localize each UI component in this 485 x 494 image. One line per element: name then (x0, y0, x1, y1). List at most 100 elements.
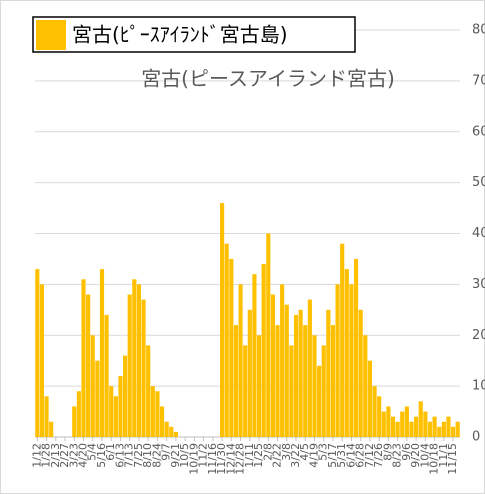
y-tick-label: 40 (472, 226, 485, 241)
bar (229, 258, 234, 437)
x-tick-label: 10/19 (187, 443, 200, 475)
bar (326, 309, 331, 437)
x-tick-label: 5/31 (335, 443, 348, 468)
x-tick-label: 8/24 (150, 443, 163, 468)
bar (164, 421, 169, 437)
bar (381, 411, 386, 437)
bar (293, 314, 299, 437)
x-tick-label: 8/9 (381, 443, 394, 461)
bar (450, 426, 456, 437)
x-tick-label: 1/25 (252, 443, 265, 468)
x-tick-label: 7/12 (363, 443, 376, 468)
bar (127, 294, 132, 437)
x-tick-label: 2/22 (271, 443, 284, 468)
bar (363, 335, 368, 437)
x-tick-label: 2/27 (58, 443, 71, 468)
bar (238, 284, 243, 437)
bar (404, 406, 409, 437)
bar (104, 314, 109, 437)
bar (395, 421, 400, 437)
bar (317, 365, 322, 437)
bar (377, 396, 382, 437)
bar (303, 325, 308, 437)
bar (159, 406, 165, 437)
x-tick-label: 1/12 (30, 443, 43, 468)
bar (150, 386, 155, 437)
bar (252, 274, 257, 437)
bar (390, 416, 396, 437)
bar (49, 421, 54, 437)
bar (76, 391, 81, 437)
bar (321, 345, 326, 437)
bar (432, 416, 437, 437)
bar (123, 355, 128, 437)
x-tick-label: 7/13 (123, 443, 136, 468)
bar (344, 269, 349, 437)
bar (335, 284, 340, 437)
x-tick-label: 11/16 (206, 443, 219, 475)
bar (298, 309, 303, 437)
bar (455, 421, 460, 437)
bar (72, 406, 77, 437)
x-tick-label: 6/1 (104, 443, 117, 461)
bar (275, 325, 280, 437)
bar (353, 258, 359, 437)
bar (261, 264, 266, 437)
bar (90, 335, 95, 437)
x-tick-label: 8/10 (141, 443, 154, 468)
x-tick-label: 7/25 (132, 443, 145, 468)
x-tick-label: 3/22 (289, 443, 302, 468)
y-tick-label: 60 (472, 124, 485, 139)
y-tick-label: 50 (472, 175, 485, 190)
bar (330, 325, 336, 437)
bar (99, 269, 105, 437)
bar (441, 421, 446, 437)
x-tick-label: 12/14 (224, 443, 237, 475)
bar (173, 431, 178, 437)
bar (220, 202, 225, 437)
x-tick-label: 10/4 (418, 443, 431, 468)
x-tick-label: 5/3 (317, 443, 330, 461)
x-tick-label: 11/1 (437, 443, 450, 468)
x-tick-label: 5/17 (326, 443, 339, 468)
y-tick-label: 10 (472, 379, 485, 394)
bar (39, 284, 45, 437)
bar (224, 243, 229, 437)
legend-swatch (36, 20, 66, 50)
bar (284, 304, 289, 437)
bar (358, 309, 363, 437)
bar (86, 294, 91, 437)
bar (446, 416, 451, 437)
bar (118, 375, 123, 437)
x-tick-label: 6/13 (113, 443, 126, 468)
x-tick-label: 1/11 (243, 443, 256, 468)
legend-label: 宮古(ﾋﾟｰｽｱｲﾗﾝﾄﾞ宮古島) (72, 23, 288, 47)
y-tick-label: 0 (472, 430, 480, 445)
bar (169, 426, 174, 437)
bar (386, 406, 391, 437)
x-tick-label: 6/28 (354, 443, 367, 468)
x-tick-label: 3/8 (280, 443, 293, 461)
bar (146, 345, 151, 437)
bar (81, 279, 86, 437)
bar (289, 345, 294, 437)
x-tick-label: 1/28 (40, 443, 53, 468)
x-tick-label: 5/16 (95, 443, 108, 468)
x-tick-label: 2/13 (49, 443, 62, 468)
chart-title: 宮古(ピースアイランド宮古) (141, 67, 395, 91)
bar (427, 421, 433, 437)
bar (233, 325, 239, 437)
y-tick-label: 30 (472, 277, 485, 292)
bar (35, 269, 40, 437)
x-tick-label: 7/26 (372, 443, 385, 468)
bar (95, 360, 100, 437)
bar (312, 335, 317, 437)
x-tick-label: 10/18 (428, 443, 441, 475)
bar (372, 386, 377, 437)
bar (256, 335, 262, 437)
bar (266, 233, 271, 437)
bar (409, 421, 414, 437)
y-tick-label: 80 (472, 23, 485, 38)
x-tick-label: 4/20 (77, 443, 90, 468)
x-tick-label: 9/20 (409, 443, 422, 468)
